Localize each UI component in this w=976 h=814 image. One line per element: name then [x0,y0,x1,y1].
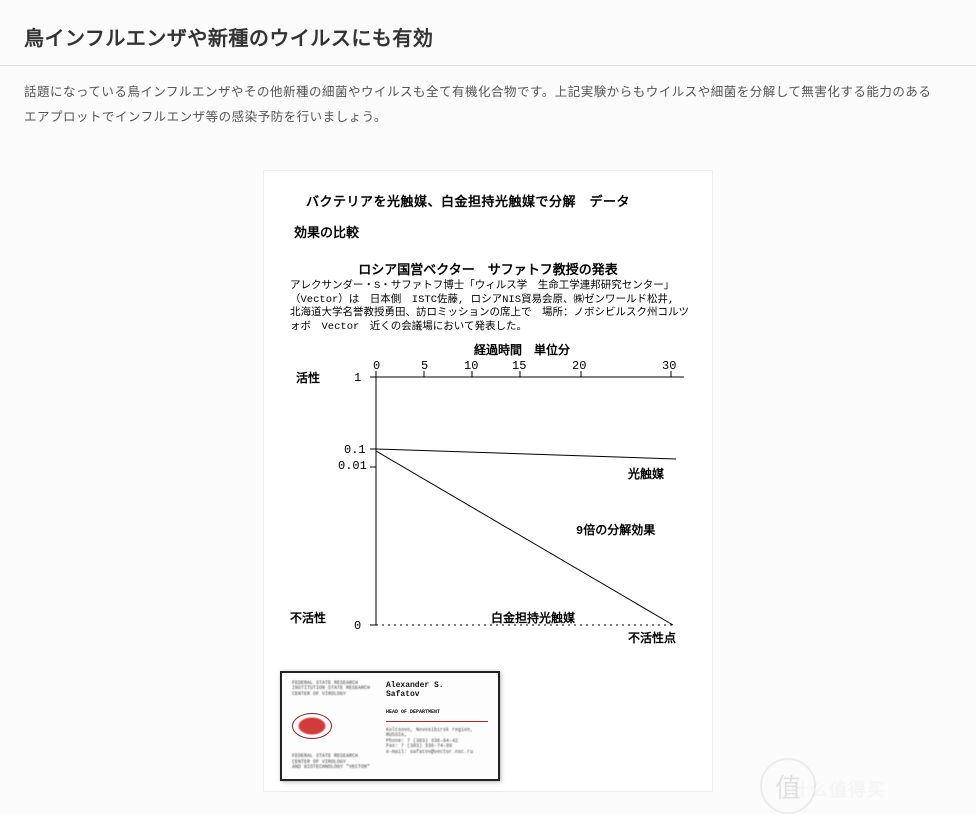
paragraph-line: エアプロットでインフルエンザ等の感染予防を行いましょう。 [24,110,387,124]
chart-series-label: 白金担持光触媒 [491,609,575,626]
figure-heading: ロシア国営ベクター サファトフ教授の発表 [276,259,700,278]
card-blur-text: FEDERAL STATE RESEARCHINSTITUTION STATE … [292,681,378,698]
card-blur-text: FEDERAL STATE RESEARCHCENTER OF VIROLOGY… [292,754,378,771]
figure: バクテリアを光触媒、白金担持光触媒で分解 データ 効果の比較 ロシア国営ベクター… [263,170,713,792]
chart-x-tick: 20 [572,359,586,373]
figure-title: バクテリアを光触媒、白金担持光触媒で分解 データ [306,191,700,210]
chart-y-tick: 1 [354,371,361,385]
card-name: Alexander S. [386,681,488,690]
chart-x-label: 経過時間 単位分 [474,341,570,358]
chart-y-tick: 0.01 [338,459,367,473]
figure-subtitle: 効果の比較 [294,222,700,241]
chart-annotation-center: 9倍の分解効果 [576,521,655,538]
card-department: HEAD OF DEPARTMENT [386,709,488,715]
chart: 経過時間 単位分 0 5 10 15 20 30 1 0.1 0.01 0 活性… [276,345,700,675]
card-divider [386,721,488,722]
chart-series-label: 光触媒 [628,465,664,482]
card-blur-text: Koltsovo, Novosibirsk region, RUSSIA,Pho… [386,728,488,756]
card-surname: Safatov [386,690,488,699]
chart-x-tick: 10 [464,359,478,373]
chart-x-tick: 0 [373,359,380,373]
chart-y-label-top: 活性 [296,369,320,386]
figure-container: バクテリアを光触媒、白金担持光触媒で分解 データ 効果の比較 ロシア国営ベクター… [0,130,976,792]
intro-paragraph: 話題になっている鳥インフルエンザやその他新種の細菌やウイルスも全て有機化合物です… [0,66,976,130]
page-title: 鳥インフルエンザや新種のウイルスにも有効 [24,22,952,51]
paragraph-line: 話題になっている鳥インフルエンザやその他新種の細菌やウイルスも全て有機化合物です… [24,85,931,99]
chart-y-tick: 0 [354,619,361,633]
page-header: 鳥インフルエンザや新種のウイルスにも有効 [0,0,976,65]
figure-body: アレクサンダー・S・サファトフ博士「ウィルス学 生命工学連邦研究センター」（Ve… [276,280,700,335]
business-card: FEDERAL STATE RESEARCHINSTITUTION STATE … [280,671,500,781]
chart-y-label-bottom: 不活性 [290,609,326,626]
chart-annotation-point: 不活性点 [628,629,676,646]
chart-x-tick: 15 [512,359,526,373]
chart-y-tick: 0.1 [344,443,366,457]
chart-x-tick: 30 [662,359,676,373]
card-logo-icon [292,713,332,739]
chart-x-tick: 5 [421,359,428,373]
